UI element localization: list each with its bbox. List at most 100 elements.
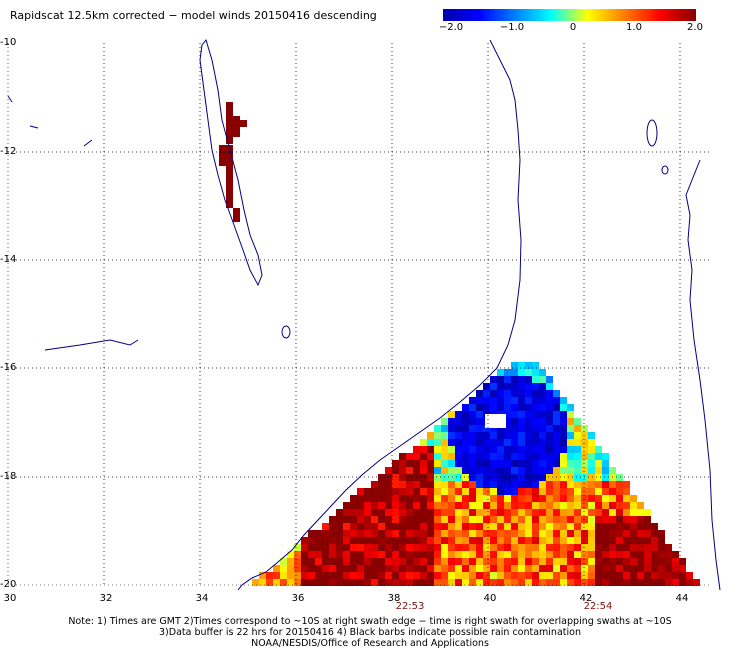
swath-cell: [427, 523, 434, 530]
swath-cell: [637, 509, 644, 516]
swath-cell: [322, 579, 329, 586]
swath-cell: [455, 523, 462, 530]
lake-strip-cell: [226, 152, 233, 159]
latitude-label: -20: [0, 579, 17, 590]
swath-cell: [448, 537, 455, 544]
swath-cell: [518, 411, 525, 418]
swath-cell: [490, 530, 497, 537]
swath-cell: [581, 467, 588, 474]
swath-cell: [567, 558, 574, 565]
swath-cell: [553, 453, 560, 460]
swath-cell: [427, 474, 434, 481]
swath-cell: [560, 488, 567, 495]
swath-cell: [602, 495, 609, 502]
swath-cell: [490, 565, 497, 572]
swath-cell: [546, 565, 553, 572]
swath-cell: [350, 544, 357, 551]
swath-cell: [504, 474, 511, 481]
swath-cell: [399, 502, 406, 509]
swath-cell: [623, 509, 630, 516]
swath-cell: [511, 481, 518, 488]
swath-cell: [476, 502, 483, 509]
swath-cell: [581, 488, 588, 495]
swath-cell: [616, 474, 623, 481]
swath-cell: [567, 439, 574, 446]
swath-cell: [483, 516, 490, 523]
swath-cell: [329, 579, 336, 586]
swath-cell: [448, 544, 455, 551]
swath-cell: [406, 579, 413, 586]
swath-cell: [616, 544, 623, 551]
note-line-3: NOAA/NESDIS/Office of Research and Appli…: [251, 638, 489, 649]
swath-cell: [525, 509, 532, 516]
swath-cell: [385, 565, 392, 572]
swath-cell: [497, 558, 504, 565]
swath-cell: [399, 523, 406, 530]
swath-cell: [406, 481, 413, 488]
swath-cell: [469, 495, 476, 502]
swath-cell: [539, 502, 546, 509]
swath-cell: [595, 446, 602, 453]
swath-cell: [476, 390, 483, 397]
swath-cell: [511, 516, 518, 523]
swath-cell: [336, 530, 343, 537]
swath-cell: [462, 572, 469, 579]
swath-cell: [504, 523, 511, 530]
swath-cell: [518, 488, 525, 495]
swath-cell: [357, 544, 364, 551]
swath-cell: [427, 446, 434, 453]
swath-cell: [532, 509, 539, 516]
lake-strip-cell: [226, 159, 233, 166]
swath-cell: [483, 474, 490, 481]
swath-cell: [476, 495, 483, 502]
swath-cell: [623, 523, 630, 530]
swath-cell: [553, 530, 560, 537]
swath-cell: [511, 418, 518, 425]
swath-cell: [364, 488, 371, 495]
swath-cell: [420, 509, 427, 516]
swath-cell: [483, 509, 490, 516]
swath-cell: [462, 565, 469, 572]
swath-cell: [455, 453, 462, 460]
swath-cell: [574, 432, 581, 439]
swath-cell: [420, 579, 427, 586]
swath-cell: [525, 446, 532, 453]
swath-cell: [553, 523, 560, 530]
latitude-label: -14: [0, 254, 17, 265]
swath-cell: [553, 418, 560, 425]
swath-cell: [511, 460, 518, 467]
swath-cell: [637, 530, 644, 537]
swath-cell: [504, 530, 511, 537]
swath-cell: [497, 467, 504, 474]
swath-cell: [448, 495, 455, 502]
swath-cell: [371, 544, 378, 551]
swath-cell: [462, 488, 469, 495]
lake-chilwa: [281, 325, 291, 339]
swath-cell: [539, 453, 546, 460]
swath-cell: [560, 481, 567, 488]
swath-cell: [448, 509, 455, 516]
swath-cell: [392, 460, 399, 467]
swath-cell: [392, 579, 399, 586]
swath-cell: [336, 565, 343, 572]
swath-cell: [497, 572, 504, 579]
swath-cell: [511, 579, 518, 586]
swath-cell: [406, 502, 413, 509]
swath-cell: [539, 460, 546, 467]
swath-cell: [399, 460, 406, 467]
swath-cell: [399, 509, 406, 516]
swath-cell: [581, 474, 588, 481]
swath-cell: [427, 481, 434, 488]
swath-cell: [602, 565, 609, 572]
swath-cell: [546, 453, 553, 460]
swath-cell: [567, 481, 574, 488]
swath-cell: [350, 502, 357, 509]
swath-cell: [553, 397, 560, 404]
swath-cell: [490, 432, 497, 439]
swath-cell: [511, 439, 518, 446]
swath-cell: [392, 474, 399, 481]
swath-cell: [581, 551, 588, 558]
swath-cell: [343, 509, 350, 516]
swath-cell: [630, 558, 637, 565]
swath-cell: [469, 551, 476, 558]
